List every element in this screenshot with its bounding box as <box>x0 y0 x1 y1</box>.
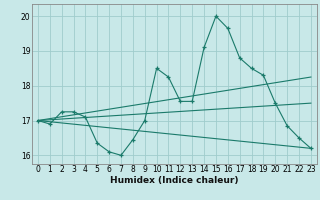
X-axis label: Humidex (Indice chaleur): Humidex (Indice chaleur) <box>110 176 239 185</box>
